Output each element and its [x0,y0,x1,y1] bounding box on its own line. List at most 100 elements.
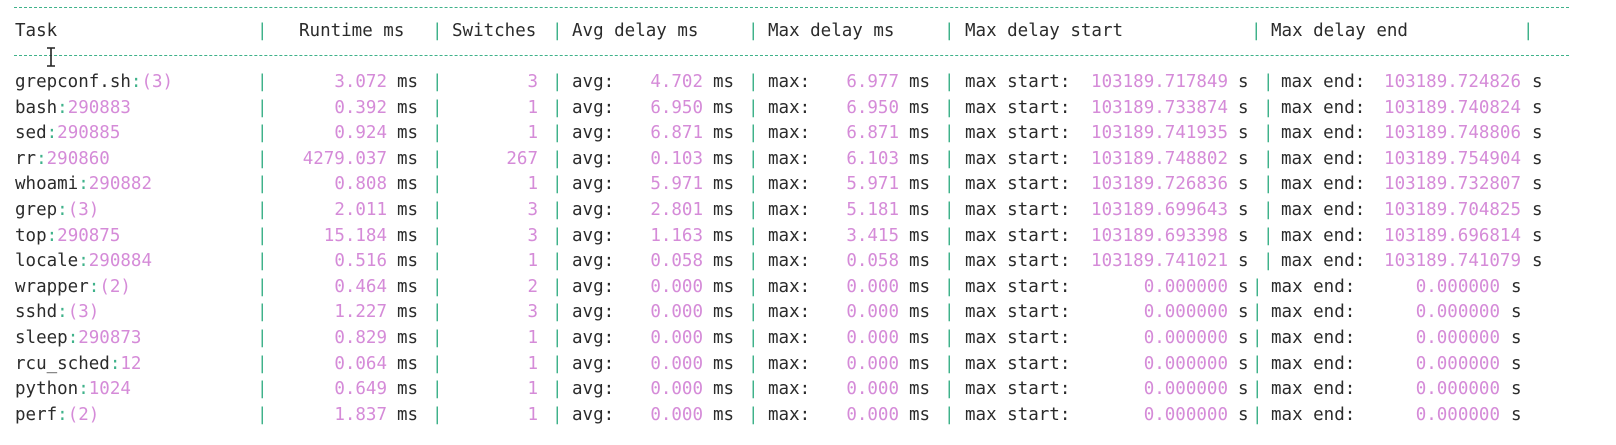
column-divider: | [257,276,268,297]
max-start-unit: s [1238,148,1249,169]
task-id: (3) [67,302,100,323]
task-id-separator: : [57,97,68,118]
runtime-value: 3.072 [334,72,387,92]
task-id: 290885 [57,123,121,144]
max-unit: ms [909,97,931,118]
switches-value: 1 [527,328,538,348]
column-divider: | [1252,328,1263,348]
max-label: max: [768,276,811,297]
max-end-value: 0.000000 [1415,353,1500,374]
avg-label: avg: [572,251,615,272]
max-end-label: max end: [1281,225,1366,246]
runtime-unit: ms [397,379,419,400]
max-label: max: [768,174,811,195]
switches-value: 3 [527,225,538,246]
max-end-label: max end: [1271,379,1356,400]
task-id: 12 [120,353,142,374]
column-divider: | [944,328,955,348]
max-end-unit: s [1511,404,1522,425]
runtime-unit: ms [397,174,419,195]
runtime-unit: ms [397,328,419,348]
switches-value: 3 [527,72,538,92]
runtime-value: 1.227 [334,302,387,323]
max-end-unit: s [1532,225,1543,246]
column-divider: | [1252,276,1263,297]
avg-label: avg: [572,123,615,144]
task-name: whoami [15,174,79,195]
avg-label: avg: [572,328,615,348]
task-id-separator: : [36,148,47,169]
column-divider: | [748,302,759,323]
max-unit: ms [909,353,931,374]
column-divider: | [257,174,268,195]
avg-delay-value: 6.950 [650,97,703,118]
column-divider: | [748,148,759,169]
avg-unit: ms [713,276,735,297]
column-divider: | [1263,174,1274,195]
avg-unit: ms [713,97,735,118]
runtime-unit: ms [397,404,419,425]
column-divider: | [748,97,759,118]
max-start-unit: s [1238,302,1249,323]
task-name: grepconf.sh [15,72,131,92]
runtime-unit: ms [397,225,419,246]
column-divider: | [257,353,268,374]
avg-delay-value: 1.163 [650,225,703,246]
task-name: wrapper [15,276,89,297]
column-divider: | [432,379,443,400]
max-start-label: max start: [965,302,1071,323]
column-divider: | [257,97,268,118]
max-unit: ms [909,404,931,425]
max-end-value: 0.000000 [1415,328,1500,348]
avg-delay-value: 0.000 [650,379,703,400]
task-id-separator: : [78,379,89,400]
max-end-label: max end: [1271,353,1356,374]
task-id-separator: : [130,72,142,92]
task-name: grep [15,200,58,220]
header-divider: | [748,21,759,41]
max-start-unit: s [1238,97,1249,118]
column-divider: | [432,251,443,272]
column-divider: | [257,225,268,246]
task-id: 290882 [88,174,152,195]
column-divider: | [257,72,268,92]
max-end-label: max end: [1271,302,1356,323]
avg-label: avg: [572,302,615,323]
column-divider: | [257,251,268,272]
task-id: 290860 [46,148,110,169]
header-divider: | [552,21,563,41]
max-unit: ms [909,302,931,323]
max-label: max: [768,97,811,118]
avg-unit: ms [713,353,735,374]
max-start-value: 0.000000 [1143,404,1228,425]
task-id-separator: : [109,353,121,374]
column-divider: | [748,251,759,272]
header-max-delay-start: Max delay start [965,21,1124,41]
column-divider: | [432,353,443,374]
avg-label: avg: [572,225,615,246]
avg-unit: ms [713,72,735,92]
max-start-unit: s [1238,123,1249,144]
max-delay-value: 3.415 [846,225,899,246]
column-divider: | [552,148,563,169]
max-end-value: 103189.748806 [1384,123,1521,144]
runtime-value: 0.064 [334,353,387,374]
column-divider: | [944,225,955,246]
avg-delay-value: 2.801 [650,200,703,220]
max-label: max: [768,72,811,92]
max-end-label: max end: [1281,123,1366,144]
column-divider: | [748,123,759,144]
column-divider: | [432,328,443,348]
max-start-value: 103189.693398 [1091,225,1228,246]
column-divider: | [1263,123,1274,144]
task-name: locale [15,251,79,272]
column-divider: | [552,72,563,92]
column-divider: | [432,97,443,118]
switches-value: 1 [527,251,538,272]
column-divider: | [257,302,268,323]
max-start-label: max start: [965,123,1071,144]
runtime-unit: ms [397,148,419,169]
table-header: Task | Runtime ms | Switches | Avg delay… [0,19,1534,43]
max-start-value: 0.000000 [1143,276,1228,297]
